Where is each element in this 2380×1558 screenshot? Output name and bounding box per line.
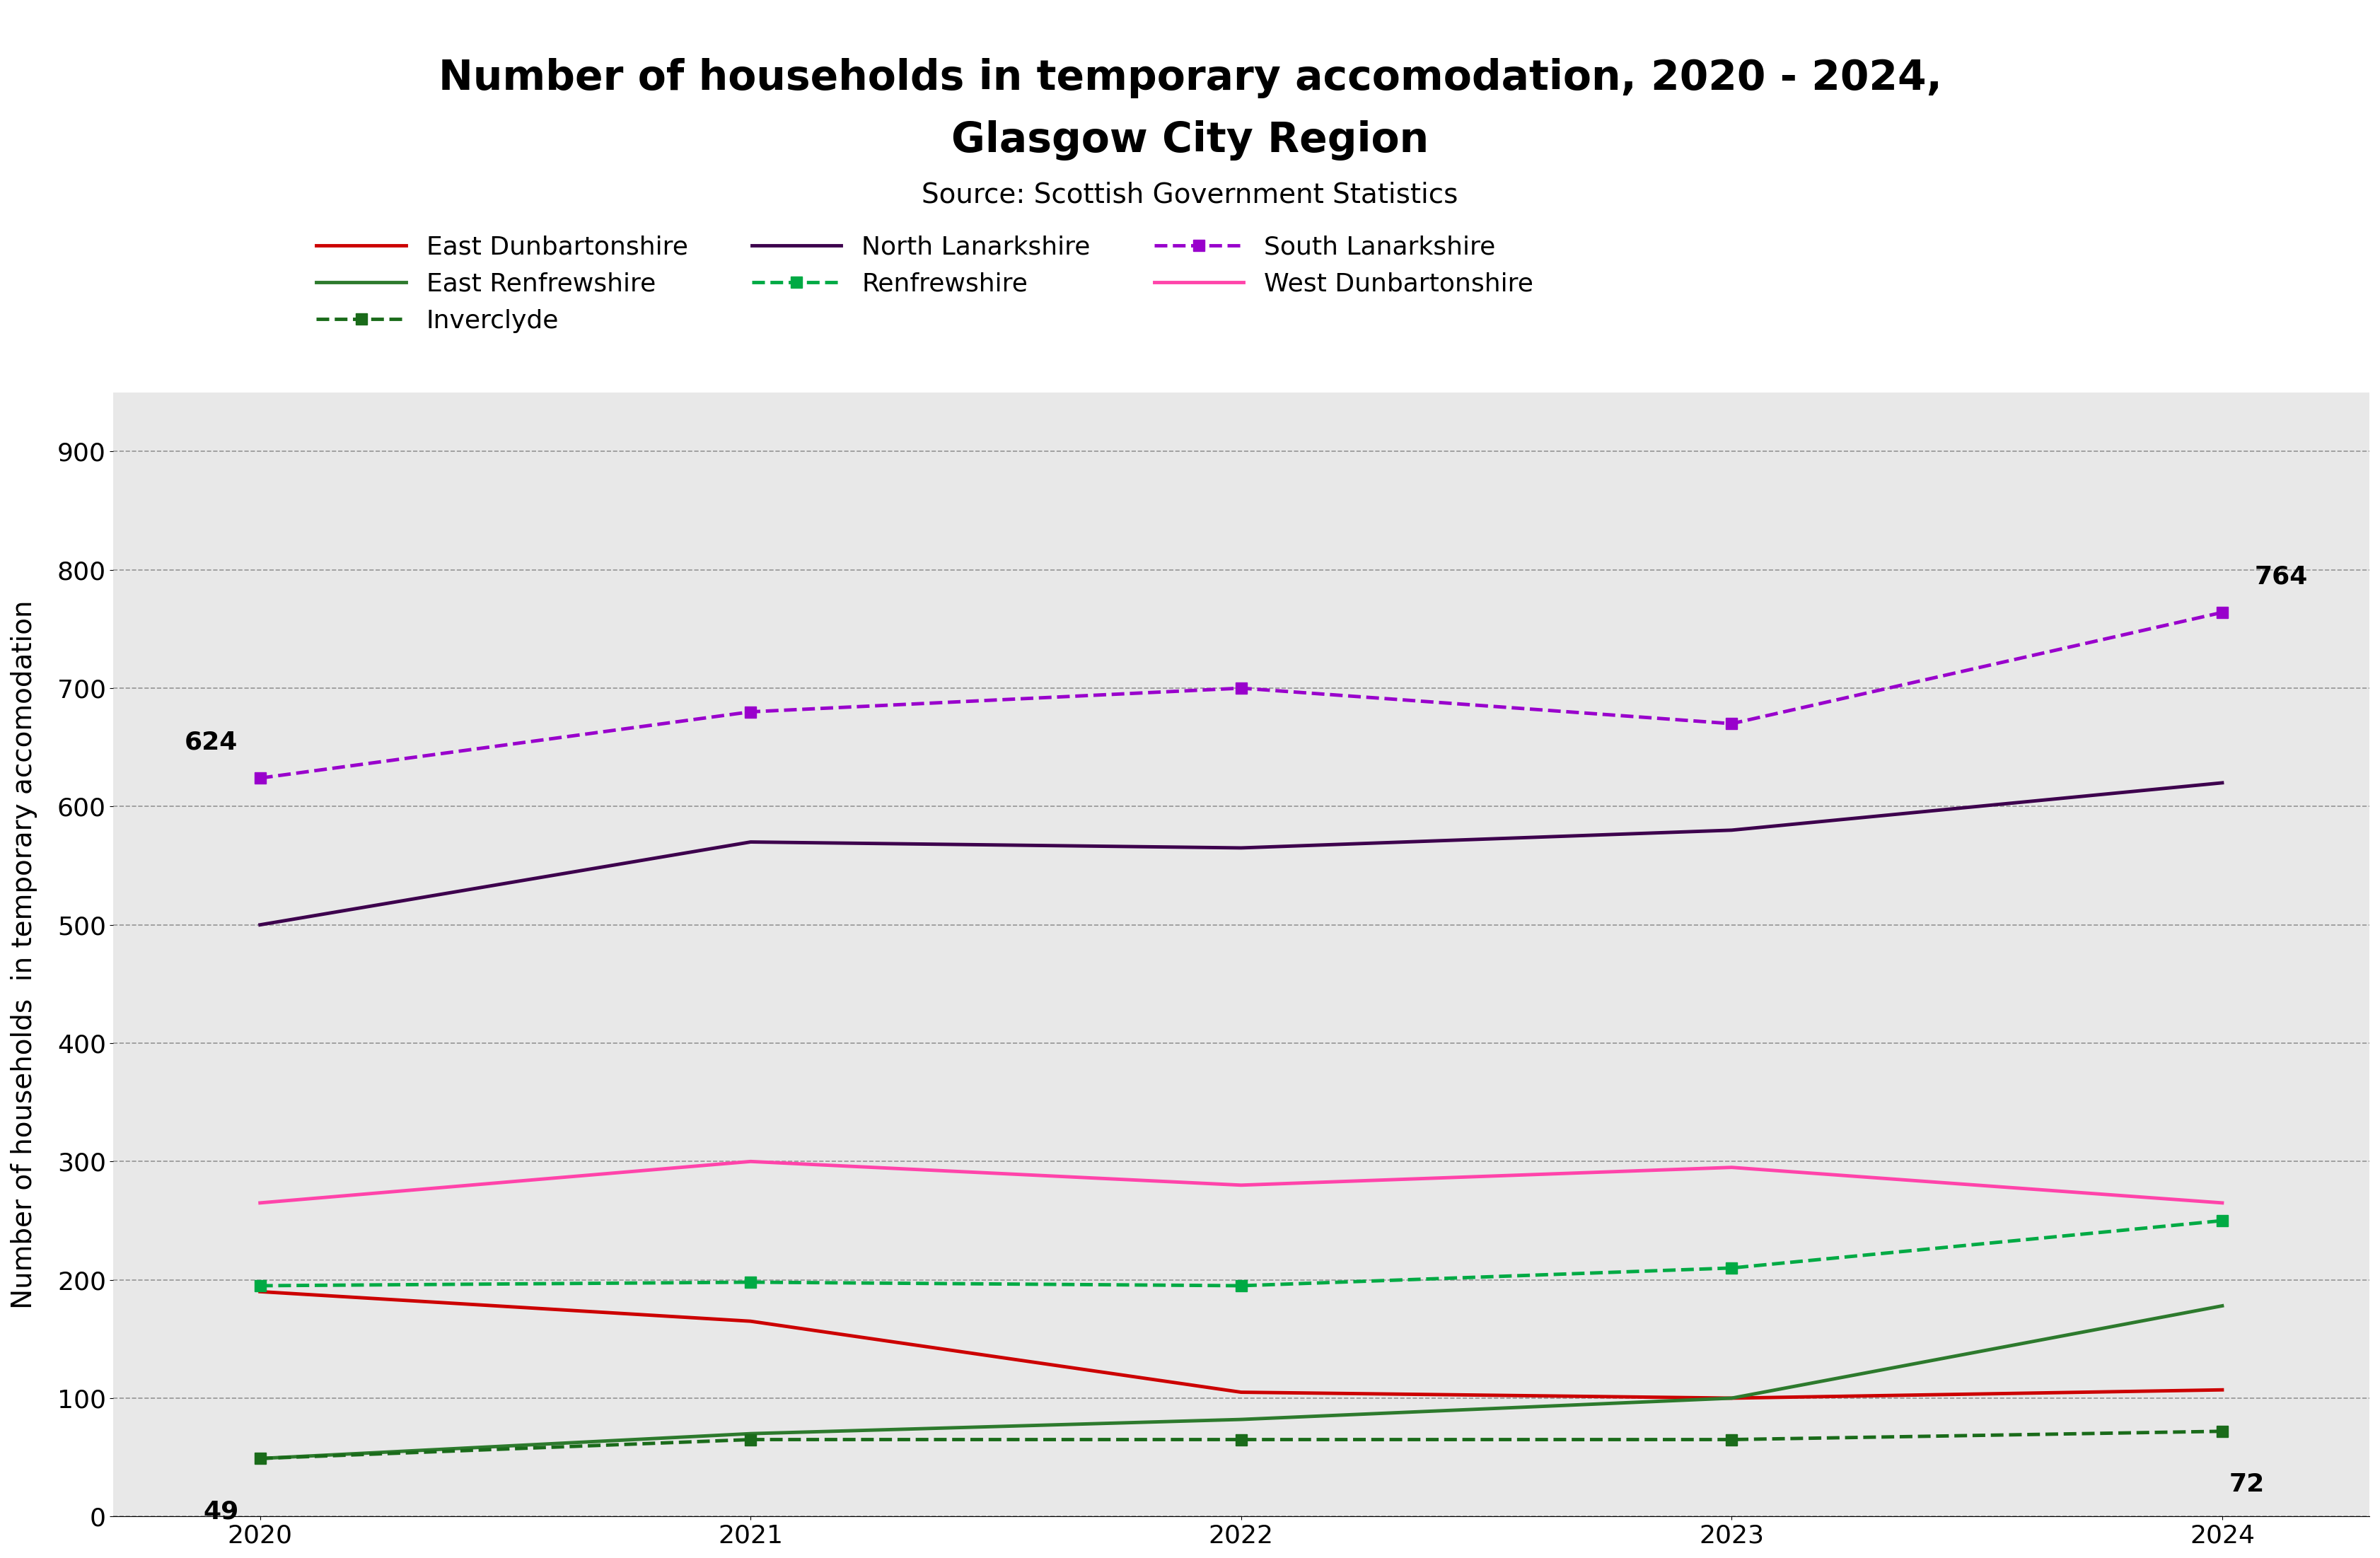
Text: Glasgow City Region: Glasgow City Region xyxy=(952,120,1428,160)
Text: 764: 764 xyxy=(2254,564,2309,589)
Text: Number of households in temporary accomodation, 2020 - 2024,: Number of households in temporary accomo… xyxy=(438,58,1942,98)
Text: 624: 624 xyxy=(183,731,238,754)
Legend: East Dunbartonshire, East Renfrewshire, Inverclyde, North Lanarkshire, Renfrewsh: East Dunbartonshire, East Renfrewshire, … xyxy=(307,226,1545,343)
Text: 72: 72 xyxy=(2230,1472,2263,1497)
Y-axis label: Number of households  in temporary accomodation: Number of households in temporary accomo… xyxy=(10,600,38,1309)
Text: 49: 49 xyxy=(202,1500,238,1524)
Text: Source: Scottish Government Statistics: Source: Scottish Government Statistics xyxy=(921,181,1459,209)
